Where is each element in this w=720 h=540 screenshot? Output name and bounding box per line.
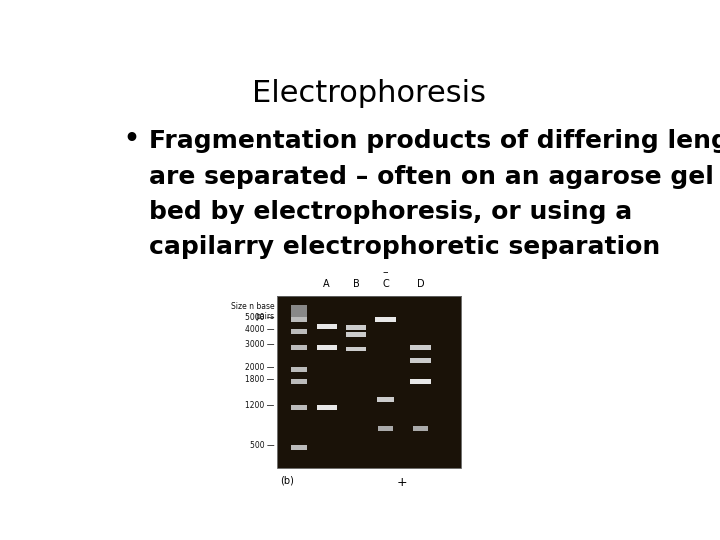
Bar <box>291 318 307 322</box>
Text: 3000 —: 3000 — <box>245 340 274 349</box>
Text: bed by electrophoresis, or using a: bed by electrophoresis, or using a <box>148 200 632 224</box>
Text: 1200 —: 1200 — <box>245 401 274 410</box>
Bar <box>346 325 366 330</box>
Bar <box>277 295 461 468</box>
Text: 2000 —: 2000 — <box>245 363 274 372</box>
Text: D: D <box>417 279 424 289</box>
Bar <box>317 324 337 329</box>
Bar <box>378 426 393 431</box>
Bar <box>377 397 394 402</box>
Text: 5000 —: 5000 — <box>245 313 274 322</box>
Bar <box>291 445 307 450</box>
Text: –: – <box>383 267 388 277</box>
Text: 4000 —: 4000 — <box>245 325 274 334</box>
Text: B: B <box>353 279 359 289</box>
Text: 500 —: 500 — <box>250 441 274 449</box>
Bar <box>291 406 307 410</box>
Text: 1800 —: 1800 — <box>245 375 274 384</box>
Bar <box>413 426 428 431</box>
Text: Electrophoresis: Electrophoresis <box>252 79 486 109</box>
Bar <box>410 358 431 363</box>
Text: +: + <box>397 476 408 489</box>
Text: (b): (b) <box>280 476 294 485</box>
Text: Size n base
pairs: Size n base pairs <box>230 302 274 321</box>
Bar <box>291 305 307 310</box>
Text: are separated – often on an agarose gel: are separated – often on an agarose gel <box>148 165 714 188</box>
Text: capilarry electrophoretic separation: capilarry electrophoretic separation <box>148 235 660 259</box>
Bar <box>291 380 307 384</box>
Text: Fragmentation products of differing length: Fragmentation products of differing leng… <box>148 129 720 153</box>
Bar <box>291 312 307 317</box>
Bar <box>291 329 307 334</box>
Bar <box>291 309 307 314</box>
Bar <box>291 367 307 372</box>
Text: A: A <box>323 279 330 289</box>
Bar <box>317 406 337 410</box>
Bar <box>291 345 307 350</box>
Text: C: C <box>382 279 389 289</box>
Bar <box>375 318 396 322</box>
Bar <box>346 347 366 352</box>
Bar <box>410 345 431 350</box>
Bar <box>317 345 337 350</box>
Bar <box>346 332 366 337</box>
Bar <box>410 380 431 384</box>
Text: •: • <box>124 127 140 151</box>
